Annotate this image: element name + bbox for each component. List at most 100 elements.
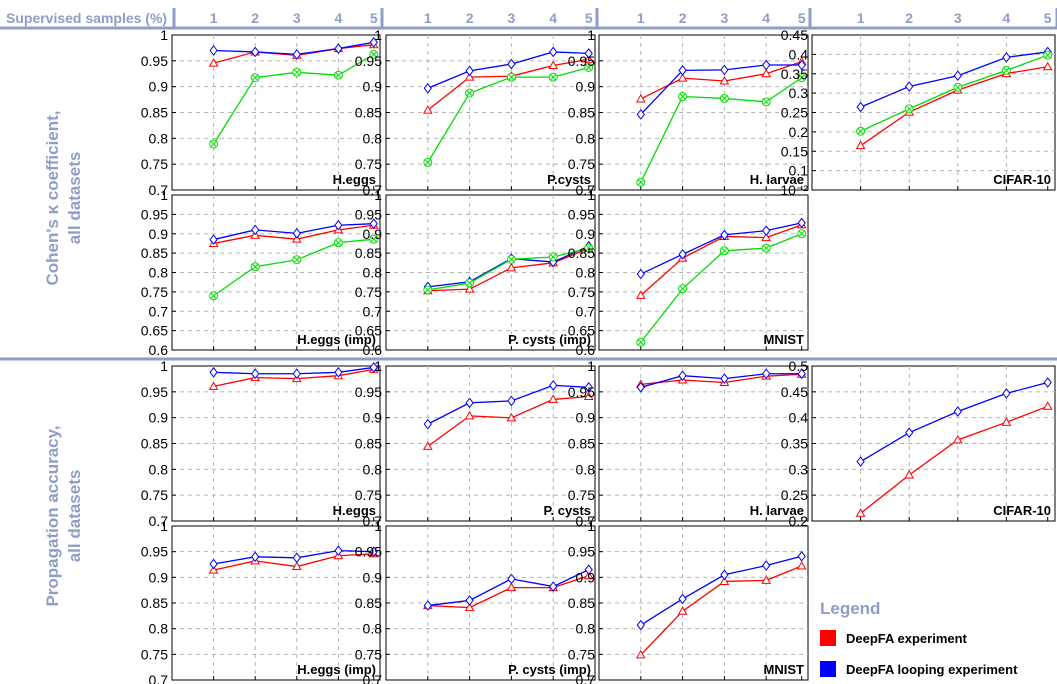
data-point-diamond bbox=[292, 228, 301, 239]
data-point-diamond bbox=[1002, 52, 1011, 63]
data-point-triangle bbox=[208, 381, 219, 390]
y-tick-label: 0.9 bbox=[363, 79, 383, 95]
header-tick-label: 4 bbox=[762, 10, 770, 26]
accuracy-group-label-line2: all datasets bbox=[65, 470, 84, 563]
y-tick-label: 1 bbox=[160, 27, 168, 43]
data-point-triangle bbox=[422, 441, 433, 450]
panel-accuracy-cifar-10: 0.2 0.25 0.3 0.35 0.4 0.45 0.5 CIFAR-10 bbox=[781, 358, 1056, 529]
legend-title: Legend bbox=[820, 599, 880, 618]
header-tick-label: 1 bbox=[857, 10, 865, 26]
y-tick-label: 0.75 bbox=[568, 284, 595, 300]
y-tick-label: 0.15 bbox=[781, 143, 808, 159]
data-point-diamond bbox=[423, 82, 432, 94]
data-point-triangle bbox=[677, 606, 688, 615]
data-point-diamond bbox=[584, 381, 593, 393]
data-point-diamond bbox=[251, 551, 260, 563]
data-point-circle-x bbox=[423, 285, 433, 295]
data-point-circle-x bbox=[797, 73, 807, 83]
y-tick-label: 0.8 bbox=[363, 265, 383, 281]
data-point-circle-x bbox=[904, 104, 914, 114]
panel-title: H. larvae bbox=[750, 172, 804, 187]
data-point-circle-x bbox=[761, 243, 771, 253]
y-tick-label: 0.85 bbox=[568, 245, 595, 261]
data-point-diamond bbox=[636, 268, 645, 280]
data-point-triangle bbox=[1001, 417, 1012, 426]
data-point-diamond bbox=[678, 370, 687, 382]
data-point-triangle bbox=[422, 105, 433, 114]
y-tick-label: 1 bbox=[160, 518, 168, 534]
y-tick-label: 0.7 bbox=[363, 303, 383, 319]
panel-accuracy-h-larvae: 0.7 0.75 0.8 0.85 0.9 0.95 1 H. larvae bbox=[568, 358, 809, 529]
y-tick-label: 0.7 bbox=[363, 672, 383, 684]
y-tick-label: 0.4 bbox=[789, 46, 809, 62]
data-point-diamond bbox=[905, 427, 914, 438]
data-point-diamond bbox=[507, 395, 516, 407]
series-deepfa bbox=[855, 401, 1053, 517]
data-point-diamond bbox=[720, 373, 729, 384]
y-tick-label: 0.7 bbox=[363, 182, 383, 198]
data-point-diamond bbox=[762, 368, 771, 380]
y-tick-label: 0.6 bbox=[149, 342, 169, 358]
data-point-circle-x bbox=[1001, 65, 1011, 75]
data-point-circle-x bbox=[636, 337, 646, 347]
data-point-triangle bbox=[855, 140, 866, 150]
legend-label-deepfa: DeepFA experiment bbox=[846, 631, 968, 646]
y-tick-label: 1 bbox=[587, 27, 595, 43]
y-tick-label: 0.95 bbox=[355, 206, 382, 222]
series-baseline bbox=[636, 73, 807, 187]
header-tick-label: 2 bbox=[251, 10, 259, 26]
data-point-circle-x bbox=[719, 93, 729, 103]
data-point-circle-x bbox=[250, 262, 260, 272]
data-point-diamond bbox=[856, 456, 865, 467]
data-point-triangle bbox=[761, 68, 772, 78]
y-tick-label: 0.95 bbox=[141, 53, 168, 69]
series-baseline bbox=[209, 234, 379, 301]
series-deepfa-looping bbox=[636, 368, 806, 393]
y-tick-label: 0.95 bbox=[568, 384, 595, 400]
series-baseline bbox=[423, 243, 594, 295]
data-point-circle-x bbox=[548, 252, 558, 262]
data-point-circle-x bbox=[797, 229, 807, 239]
data-point-diamond bbox=[636, 381, 645, 393]
data-point-circle-x bbox=[209, 139, 219, 149]
data-point-diamond bbox=[678, 593, 687, 605]
series-deepfa-looping bbox=[856, 377, 1052, 467]
panel-kappa-mnist: 0.6 0.65 0.7 0.75 0.8 0.85 0.9 0.95 1 MNIST bbox=[568, 187, 809, 358]
y-tick-label: 0.75 bbox=[355, 487, 382, 503]
header-tick-label: 3 bbox=[508, 10, 516, 26]
panel-title: P. cysts bbox=[544, 503, 591, 518]
data-point-diamond bbox=[465, 595, 474, 606]
panel-title: P. cysts (imp) bbox=[508, 332, 591, 347]
legend: Legend DeepFA experiment DeepFA looping … bbox=[820, 599, 1018, 677]
y-tick-label: 1 bbox=[587, 518, 595, 534]
data-point-triangle bbox=[583, 570, 594, 580]
y-tick-label: 0.9 bbox=[363, 410, 383, 426]
y-tick-label: 0.2 bbox=[789, 124, 809, 140]
y-tick-label: 0.45 bbox=[781, 384, 808, 400]
data-point-diamond bbox=[678, 65, 687, 76]
y-tick-label: 0.85 bbox=[355, 105, 382, 121]
data-point-diamond bbox=[465, 397, 474, 409]
y-tick-label: 0.85 bbox=[355, 595, 382, 611]
data-point-diamond bbox=[1002, 388, 1011, 399]
data-point-diamond bbox=[292, 368, 301, 380]
data-point-triangle bbox=[208, 565, 219, 574]
data-point-diamond bbox=[797, 217, 806, 229]
y-tick-label: 0.75 bbox=[568, 156, 595, 172]
data-point-circle-x bbox=[953, 82, 963, 92]
y-tick-label: 0.3 bbox=[789, 85, 809, 101]
y-tick-label: 0.1 bbox=[789, 163, 809, 179]
series-deepfa-looping bbox=[636, 217, 806, 280]
data-point-diamond bbox=[251, 224, 260, 236]
data-point-triangle bbox=[506, 262, 517, 272]
series-baseline bbox=[209, 49, 379, 149]
y-tick-label: 1 bbox=[374, 187, 382, 203]
data-point-diamond bbox=[209, 366, 218, 378]
data-point-triangle bbox=[464, 410, 475, 420]
kappa-group-label-line1: Cohen's κ coefficient, bbox=[43, 110, 62, 285]
data-point-triangle bbox=[796, 561, 807, 570]
series-deepfa-looping bbox=[209, 545, 378, 570]
panel-accuracy-h-eggs-imp: 0.7 0.75 0.8 0.85 0.9 0.95 1 H.eggs (imp) bbox=[141, 518, 381, 684]
y-tick-label: 0.8 bbox=[576, 130, 596, 146]
